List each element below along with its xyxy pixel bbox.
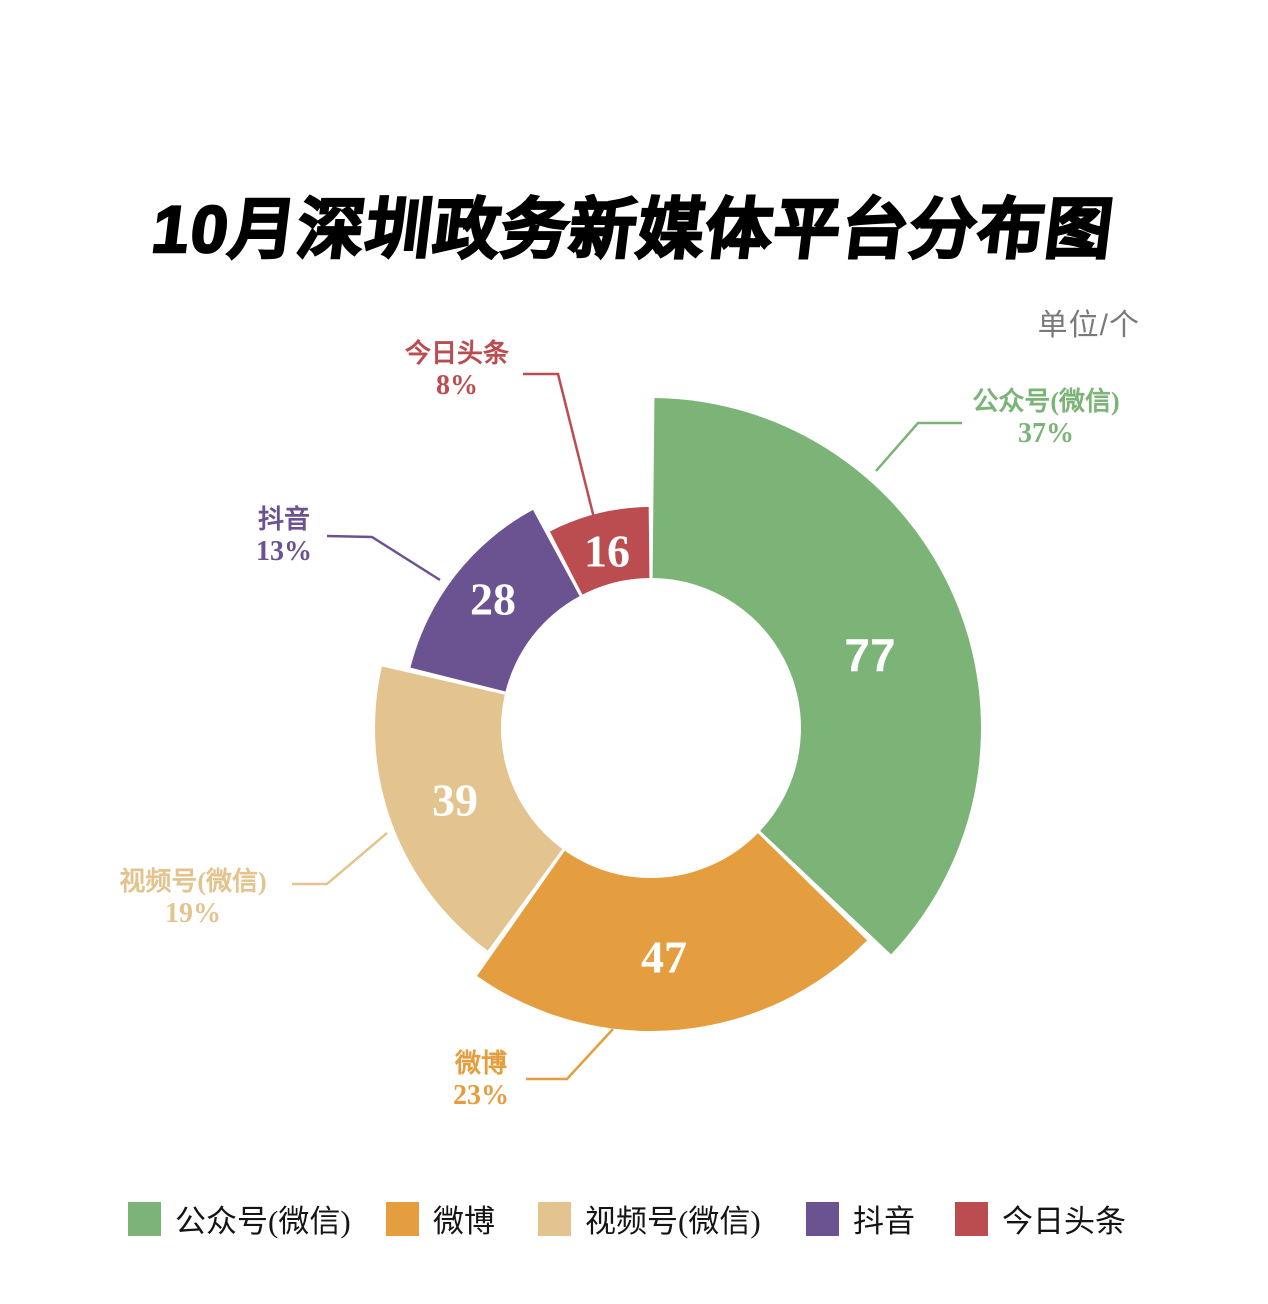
callout-name-wechat-video: 视频号(微信) bbox=[119, 866, 266, 896]
donut-slice-douyin bbox=[410, 509, 580, 692]
legend-swatch-douyin bbox=[806, 1201, 839, 1236]
donut-slice-wechat-official bbox=[652, 398, 981, 955]
slice-value-douyin: 28 bbox=[470, 574, 516, 625]
callout-name-toutiao: 今日头条 bbox=[405, 338, 510, 368]
legend-item-weibo: 微博 bbox=[386, 1196, 495, 1241]
legend-swatch-wechat-official bbox=[128, 1201, 161, 1236]
legend: 公众号(微信) 微博 视频号(微信) 抖音 今日头条 bbox=[0, 1196, 1268, 1240]
leader-line-wechat-video bbox=[292, 832, 388, 886]
leader-line-douyin bbox=[326, 534, 441, 582]
slice-value-wechat-video: 39 bbox=[432, 775, 478, 826]
legend-item-wechat-video: 视频号(微信) bbox=[538, 1196, 761, 1241]
callout-pct-douyin: 13% bbox=[256, 536, 312, 567]
slice-value-weibo: 47 bbox=[641, 932, 687, 983]
callout-pct-weibo: 23% bbox=[453, 1080, 509, 1111]
legend-label-toutiao: 今日头条 bbox=[1002, 1204, 1126, 1239]
leader-line-toutiao bbox=[523, 372, 598, 527]
legend-swatch-wechat-video bbox=[538, 1201, 571, 1236]
legend-item-toutiao: 今日头条 bbox=[955, 1196, 1126, 1241]
donut-slice-toutiao bbox=[549, 507, 650, 595]
legend-swatch-toutiao bbox=[955, 1201, 988, 1236]
callout-name-weibo: 微博 bbox=[454, 1048, 507, 1078]
legend-label-wechat-official: 公众号(微信) bbox=[175, 1204, 351, 1239]
donut-slice-weibo bbox=[476, 833, 868, 1031]
leader-line-wechat-official bbox=[875, 421, 962, 472]
legend-item-wechat-official: 公众号(微信) bbox=[128, 1196, 351, 1241]
leader-line-weibo bbox=[526, 1028, 614, 1081]
legend-label-weibo: 微博 bbox=[433, 1204, 495, 1239]
legend-label-douyin: 抖音 bbox=[853, 1204, 915, 1239]
donut-slice-wechat-video bbox=[374, 666, 563, 951]
callout-name-wechat-official: 公众号(微信) bbox=[972, 386, 1119, 416]
callout-pct-wechat-video: 19% bbox=[165, 898, 221, 929]
legend-label-wechat-video: 视频号(微信) bbox=[585, 1204, 761, 1239]
unit-label: 单位/个 bbox=[1037, 309, 1140, 342]
legend-swatch-weibo bbox=[386, 1201, 419, 1236]
callout-name-douyin: 抖音 bbox=[258, 504, 310, 534]
legend-item-douyin: 抖音 bbox=[806, 1196, 915, 1241]
slice-value-toutiao: 16 bbox=[584, 526, 630, 577]
callout-pct-wechat-official: 37% bbox=[1018, 418, 1074, 449]
slice-value-wechat-official: 77 bbox=[844, 629, 895, 681]
callout-pct-toutiao: 8% bbox=[436, 370, 478, 401]
